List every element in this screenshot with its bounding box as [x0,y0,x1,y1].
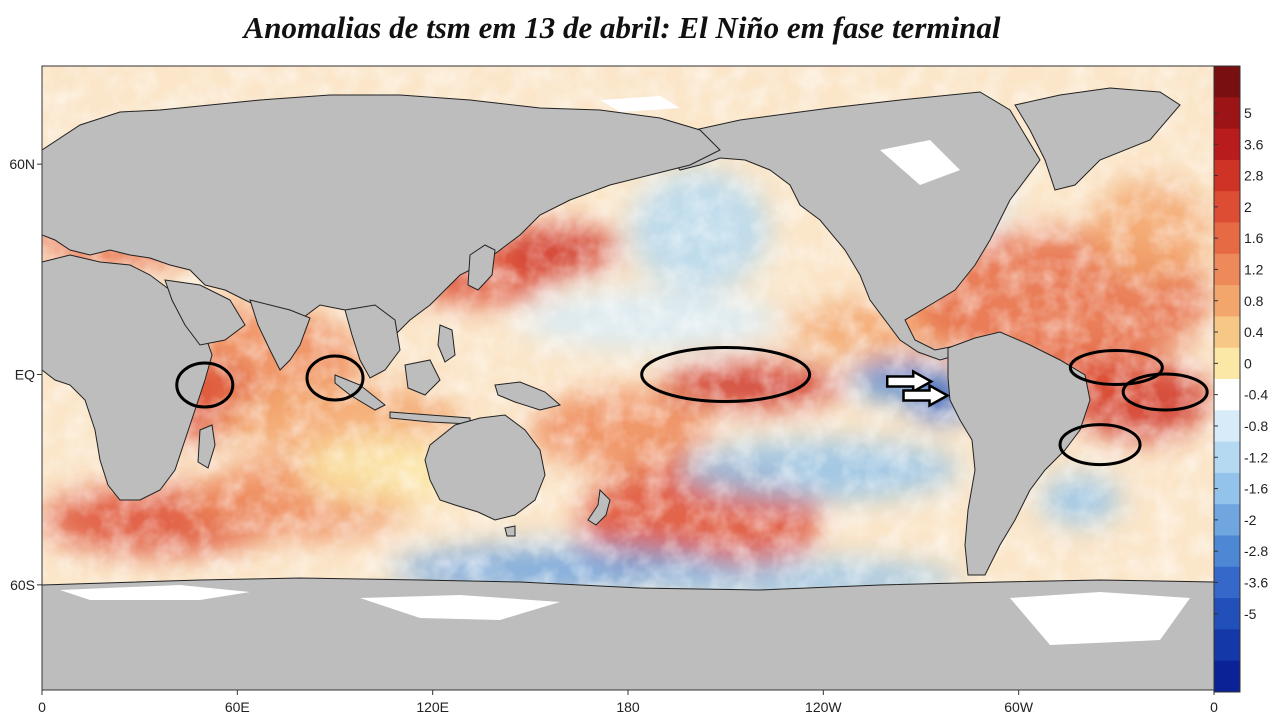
annotation-arrow-eastern-pacific-arrow-lower [902,383,951,408]
x-tick-label: 120W [805,699,842,715]
ice-arctic-1 [880,140,960,185]
colorbar-label: 0.8 [1244,293,1264,309]
colorbar-label: -0.8 [1244,418,1268,434]
colorbar-segment [1214,660,1240,693]
colorbar-label: -5 [1244,606,1257,622]
landmasses [42,87,1214,690]
colorbar-label: -0.4 [1244,387,1268,403]
ice-shelf-ross [360,595,560,620]
colorbar-segment [1214,410,1240,443]
eurasia [42,94,721,346]
colorbar-label: 1.2 [1244,261,1264,277]
southeast-asia [344,304,401,379]
philippines [437,324,456,363]
colorbar-label: -2.8 [1244,543,1268,559]
annotation-ellipse-western-indian-ocean [175,361,235,409]
colorbar-segment [1214,598,1240,630]
map-title: Anomalias de tsm em 13 de abril: El Niño… [243,10,1001,45]
colorbar-segment [1214,629,1240,662]
x-tick-label: 60W [1004,699,1034,715]
borneo [404,359,441,396]
x-tick-label: 60E [225,699,250,715]
ice-arctic-2 [600,96,680,112]
tasmania [504,525,516,537]
colorbar-legend: 5 3.6 2.8 2 1.6 1.2 0.8 0.4 0 -0.4 -0.8 -1.2 -1.6 -2 -… [1213,65,1268,693]
colorbar-label: -3.6 [1244,574,1268,590]
y-tick-label: 60S [10,577,35,593]
y-axis: 60N EQ 60S [9,156,42,593]
south-america [947,331,1091,576]
sea-ice [60,96,1190,645]
annotation-ellipse-central-pacific [640,345,812,403]
x-tick-label: 0 [1210,699,1218,715]
x-tick-label: 120E [416,699,449,715]
annotation-ellipse-south-atlantic [1058,423,1142,467]
colorbar-segment [1214,191,1240,223]
greenland [1014,87,1181,191]
x-tick-label: 180 [616,699,640,715]
colorbar-segment [1214,566,1240,599]
colorbar-frame [1213,65,1241,693]
colorbar-label: -1.6 [1244,481,1268,497]
annotations [175,345,1209,467]
japan [467,244,496,291]
colorbar-label: 5 [1244,105,1252,121]
ice-shelf-weddell [1010,592,1190,645]
colorbar-segment [1214,316,1240,349]
colorbar-segment [1214,504,1240,536]
map-area [42,66,1214,690]
annotation-ellipse-eastern-indian-ocean [305,354,365,402]
colorbar-label: 0.4 [1244,324,1264,340]
y-tick-label: EQ [15,366,35,382]
australia [424,414,546,521]
colorbar-segment [1214,535,1240,568]
colorbar-segment [1214,128,1240,161]
africa [42,254,213,501]
colorbar-label: -1.2 [1244,449,1268,465]
x-axis: 0 60E 120E 180 120W 60W 0 [38,690,1218,715]
colorbar-segment [1214,97,1240,130]
colorbar-segment [1214,222,1240,255]
colorbar-segment [1214,441,1240,474]
colorbar-segment [1214,472,1240,505]
colorbar-segment [1214,347,1240,380]
y-tick-label: 60N [9,156,35,172]
arabia [164,279,246,346]
madagascar [197,424,216,469]
ice-shelf-indian [60,585,250,600]
new-guinea [494,381,562,411]
colorbar-label: 2 [1244,199,1252,215]
annotation-ellipse-tropical-south-atlantic [1121,372,1209,412]
annotation-ellipse-tropical-north-atlantic [1068,348,1164,386]
colorbar-segment [1214,379,1240,411]
colorbar-segment [1214,253,1240,286]
india [249,299,311,371]
colorbar-label: 3.6 [1244,136,1264,152]
colorbar-segment [1214,285,1240,317]
new-zealand [587,488,611,526]
colorbar-label: 2.8 [1244,168,1264,184]
colorbar-segment [1214,159,1240,192]
colorbar-label: 1.6 [1244,230,1264,246]
colorbar-label: 0 [1244,355,1252,371]
colorbar-label: -2 [1244,512,1257,528]
colorbar-segment [1214,66,1240,98]
x-tick-label: 0 [38,699,46,715]
antarctica [42,577,1214,690]
annotation-arrow-eastern-pacific-arrow-upper [885,369,934,394]
